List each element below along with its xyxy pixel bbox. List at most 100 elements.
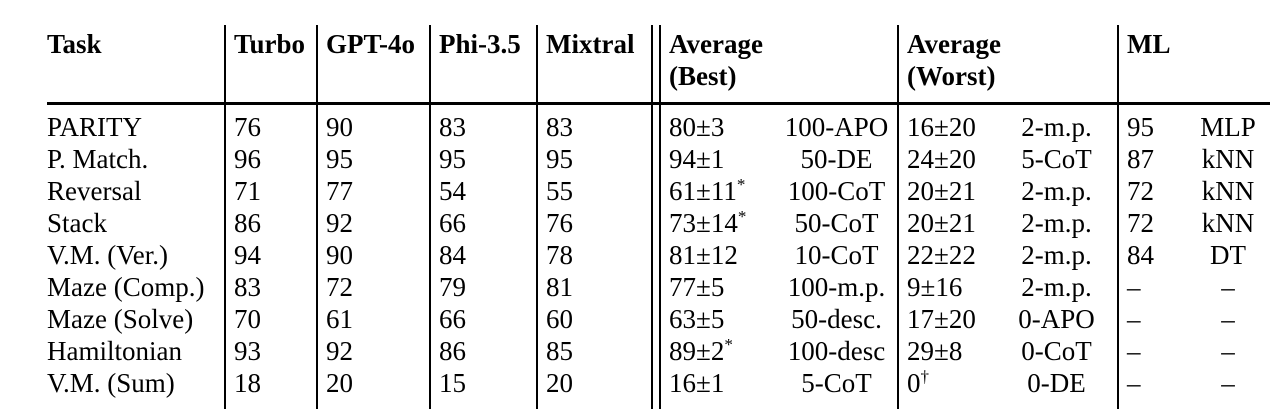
avg-best-value: 94±1 — [669, 144, 725, 174]
mixtral-cell: 76 — [536, 207, 652, 239]
superscript-marker: * — [736, 175, 746, 194]
header-average-worst-line2: (Worst) — [907, 61, 996, 91]
mixtral-cell: 81 — [536, 271, 652, 303]
task-cell: Stack — [47, 208, 107, 238]
mixtral-cell: 95 — [536, 143, 652, 175]
ml-method: – — [1221, 368, 1235, 398]
task-cell: Maze (Solve) — [47, 304, 194, 334]
avg-best-value: 89±2* — [669, 335, 733, 366]
header-average-worst: Average (Worst) — [897, 25, 1119, 105]
task-cell: PARITY — [47, 112, 143, 142]
avg-best-method: 100-m.p. — [787, 272, 886, 302]
mixtral-cell: 55 — [536, 175, 652, 207]
turbo-cell: 76 — [224, 103, 317, 143]
avg-worst-method: 2-m.p. — [1021, 112, 1092, 142]
ml-value: – — [1117, 335, 1191, 367]
avg-worst-value: 9±16 — [897, 271, 1001, 303]
phi35-cell: 86 — [429, 335, 537, 367]
table-row: V.M. (Sum) 18 20 15 20 16±1 5-CoT 0† 0-D… — [47, 367, 1270, 409]
avg-best-value: 61±11* — [669, 175, 746, 206]
task-cell: V.M. (Ver.) — [47, 240, 168, 270]
turbo-cell: 86 — [224, 207, 317, 239]
double-rule-spacer — [651, 175, 661, 207]
gpt4o-cell: 92 — [316, 335, 430, 367]
mixtral-cell: 20 — [536, 367, 652, 409]
gpt4o-cell: 20 — [316, 367, 430, 409]
table-row: PARITY 76 90 83 83 80±3 100-APO 16±20 2-… — [47, 103, 1270, 143]
turbo-cell: 83 — [224, 271, 317, 303]
avg-best-method: 50-desc. — [791, 304, 882, 334]
turbo-cell: 94 — [224, 239, 317, 271]
avg-worst-value: 20±21 — [897, 207, 1001, 239]
avg-worst-method: 2-m.p. — [1021, 176, 1092, 206]
avg-worst-value: 17±20 — [897, 303, 1001, 335]
gpt4o-cell: 90 — [316, 103, 430, 143]
phi35-cell: 84 — [429, 239, 537, 271]
superscript-marker: * — [724, 335, 733, 354]
table-row: Stack 86 92 66 76 73±14* 50-CoT 20±21 2-… — [47, 207, 1270, 239]
phi35-cell: 66 — [429, 303, 537, 335]
avg-best-value: 73±14* — [669, 207, 747, 238]
double-rule-spacer — [651, 335, 661, 367]
header-task: Task — [47, 25, 225, 105]
ml-value: – — [1117, 303, 1191, 335]
avg-worst-method: 5-CoT — [1021, 144, 1092, 174]
avg-best-method: 100-CoT — [787, 176, 886, 206]
phi35-cell: 15 — [429, 367, 537, 409]
avg-best-value: 81±12 — [669, 240, 738, 270]
phi35-cell: 54 — [429, 175, 537, 207]
header-phi35: Phi-3.5 — [429, 25, 537, 105]
turbo-cell: 93 — [224, 335, 317, 367]
avg-best-value: 63±5 — [669, 304, 725, 334]
header-average-best: Average (Best) — [660, 25, 899, 105]
table-row: Reversal 71 77 54 55 61±11* 100-CoT 20±2… — [47, 175, 1270, 207]
gpt4o-cell: 95 — [316, 143, 430, 175]
avg-best-method: 10-CoT — [794, 240, 879, 270]
avg-worst-value: 20±21 — [897, 175, 1001, 207]
avg-worst-method: 0-DE — [1027, 368, 1086, 398]
turbo-cell: 18 — [224, 367, 317, 409]
ml-method: kNN — [1201, 144, 1255, 174]
double-rule-spacer — [651, 207, 661, 239]
task-cell: Maze (Comp.) — [47, 272, 205, 302]
ml-method: – — [1221, 272, 1235, 302]
turbo-cell: 96 — [224, 143, 317, 175]
ml-method: – — [1221, 304, 1235, 334]
mixtral-cell: 78 — [536, 239, 652, 271]
avg-best-value: 80±3 — [669, 112, 725, 142]
ml-method: – — [1221, 336, 1235, 366]
header-row: Task Turbo GPT-4o Phi-3.5 Mixtral Averag… — [47, 25, 1271, 105]
mixtral-cell: 85 — [536, 335, 652, 367]
task-cell: Reversal — [47, 176, 142, 206]
double-rule-spacer — [651, 239, 661, 271]
double-rule-spacer — [651, 103, 661, 143]
avg-worst-method: 0-APO — [1018, 304, 1095, 334]
double-rule-spacer — [651, 303, 661, 335]
mixtral-cell: 60 — [536, 303, 652, 335]
table-row: P. Match. 96 95 95 95 94±1 50-DE 24±20 5… — [47, 143, 1270, 175]
avg-worst-value: 22±22 — [897, 239, 1001, 271]
gpt4o-cell: 92 — [316, 207, 430, 239]
avg-worst-value: 0† — [897, 367, 1001, 409]
turbo-cell: 71 — [224, 175, 317, 207]
gpt4o-cell: 61 — [316, 303, 430, 335]
avg-worst-value: 16±20 — [897, 103, 1001, 143]
avg-best-value: 77±5 — [669, 272, 725, 302]
ml-method: MLP — [1200, 112, 1256, 142]
avg-best-method: 100-APO — [784, 112, 889, 142]
ml-method: DT — [1210, 240, 1247, 270]
header-average-best-line1: Average — [669, 29, 763, 59]
header-mixtral: Mixtral — [536, 25, 652, 105]
ml-value: 72 — [1117, 207, 1191, 239]
double-rule-spacer — [651, 143, 661, 175]
superscript-marker: † — [920, 367, 930, 386]
turbo-cell: 70 — [224, 303, 317, 335]
task-cell: Hamiltonian — [47, 336, 182, 366]
header-turbo: Turbo — [224, 25, 317, 105]
mixtral-cell: 83 — [536, 103, 652, 143]
header-average-best-line2: (Best) — [669, 61, 737, 91]
table-row: Hamiltonian 93 92 86 85 89±2* 100-desc 2… — [47, 335, 1270, 367]
avg-best-method: 50-DE — [800, 144, 873, 174]
gpt4o-cell: 77 — [316, 175, 430, 207]
avg-worst-value: 29±8 — [897, 335, 1001, 367]
